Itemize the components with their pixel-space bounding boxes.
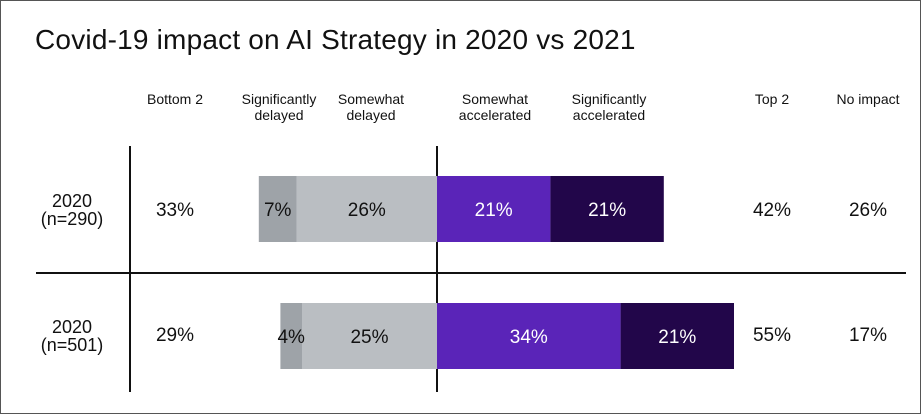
- data-label-row-1-somewhat-accelerated: 21%: [475, 200, 513, 221]
- data-label-row-2-somewhat-accelerated: 34%: [510, 327, 548, 348]
- row-2-top-2-value: 55%: [752, 325, 792, 346]
- data-label-row-1-significantly-accelerated: 21%: [588, 200, 626, 221]
- bar-row-2-significantly-accelerated: [620, 303, 734, 369]
- bar-row-1-significantly-accelerated: [550, 176, 664, 242]
- header-somewhat-delayed-line-2: delayed: [346, 107, 396, 123]
- data-label-row-2-significantly-delayed: 4%: [277, 327, 305, 348]
- header-somewhat-accelerated: Somewhat accelerated: [459, 91, 531, 123]
- bar-row-1-significantly-delayed: [258, 176, 297, 242]
- bar-row-1-somewhat-delayed: [296, 176, 437, 242]
- row-separator-line: [36, 272, 906, 274]
- bar-row-2-somewhat-delayed: [302, 303, 437, 369]
- row-label-2: 2020 (n=501): [30, 318, 114, 354]
- header-top-2-line-1: Top 2: [754, 91, 790, 107]
- bar-row-2-somewhat-accelerated: [437, 303, 621, 369]
- row-label-2-year: 2020: [51, 317, 93, 337]
- row-2-no-impact-value: 17%: [848, 325, 888, 346]
- data-label-row-2-somewhat-delayed: 25%: [350, 327, 388, 348]
- header-significantly-delayed-line-1: Significantly: [241, 91, 317, 107]
- row-label-2-sample: (n=501): [40, 335, 104, 355]
- row-label-1-sample: (n=290): [40, 209, 104, 229]
- left-divider-line: [129, 146, 131, 392]
- data-label-row-1-significantly-delayed: 7%: [264, 200, 292, 221]
- header-significantly-accelerated-line-1: Significantly: [571, 91, 647, 107]
- row-1-bottom-2-value: 33%: [155, 200, 195, 221]
- header-significantly-accelerated: Significantly accelerated: [572, 91, 647, 123]
- header-somewhat-accelerated-line-2: accelerated: [458, 107, 532, 123]
- header-bottom-2: Bottom 2: [147, 91, 203, 107]
- header-top-2: Top 2: [755, 91, 789, 107]
- row-label-1-year: 2020: [51, 191, 93, 211]
- data-label-row-1-somewhat-delayed: 26%: [348, 200, 386, 221]
- bar-row-2-significantly-delayed: [280, 303, 302, 369]
- header-no-impact-line-1: No impact: [836, 91, 900, 107]
- row-1-top-2-value: 42%: [752, 200, 792, 221]
- bar-row-1-somewhat-accelerated: [437, 176, 551, 242]
- row-1-no-impact-value: 26%: [848, 200, 888, 221]
- center-axis-line: [436, 146, 438, 392]
- chart-title: Covid-19 impact on AI Strategy in 2020 v…: [35, 24, 636, 55]
- header-significantly-delayed-line-2: delayed: [254, 107, 304, 123]
- header-somewhat-accelerated-line-1: Somewhat: [461, 91, 529, 107]
- header-bottom-2-line-1: Bottom 2: [146, 91, 204, 107]
- header-somewhat-delayed: Somewhat delayed: [338, 91, 404, 123]
- row-label-1: 2020 (n=290): [30, 192, 114, 228]
- header-somewhat-delayed-line-1: Somewhat: [337, 91, 405, 107]
- header-no-impact: No impact: [836, 91, 899, 107]
- header-significantly-accelerated-line-2: accelerated: [572, 107, 646, 123]
- row-2-bottom-2-value: 29%: [155, 325, 195, 346]
- header-significantly-delayed: Significantly delayed: [242, 91, 317, 123]
- data-label-row-2-significantly-accelerated: 21%: [658, 327, 696, 348]
